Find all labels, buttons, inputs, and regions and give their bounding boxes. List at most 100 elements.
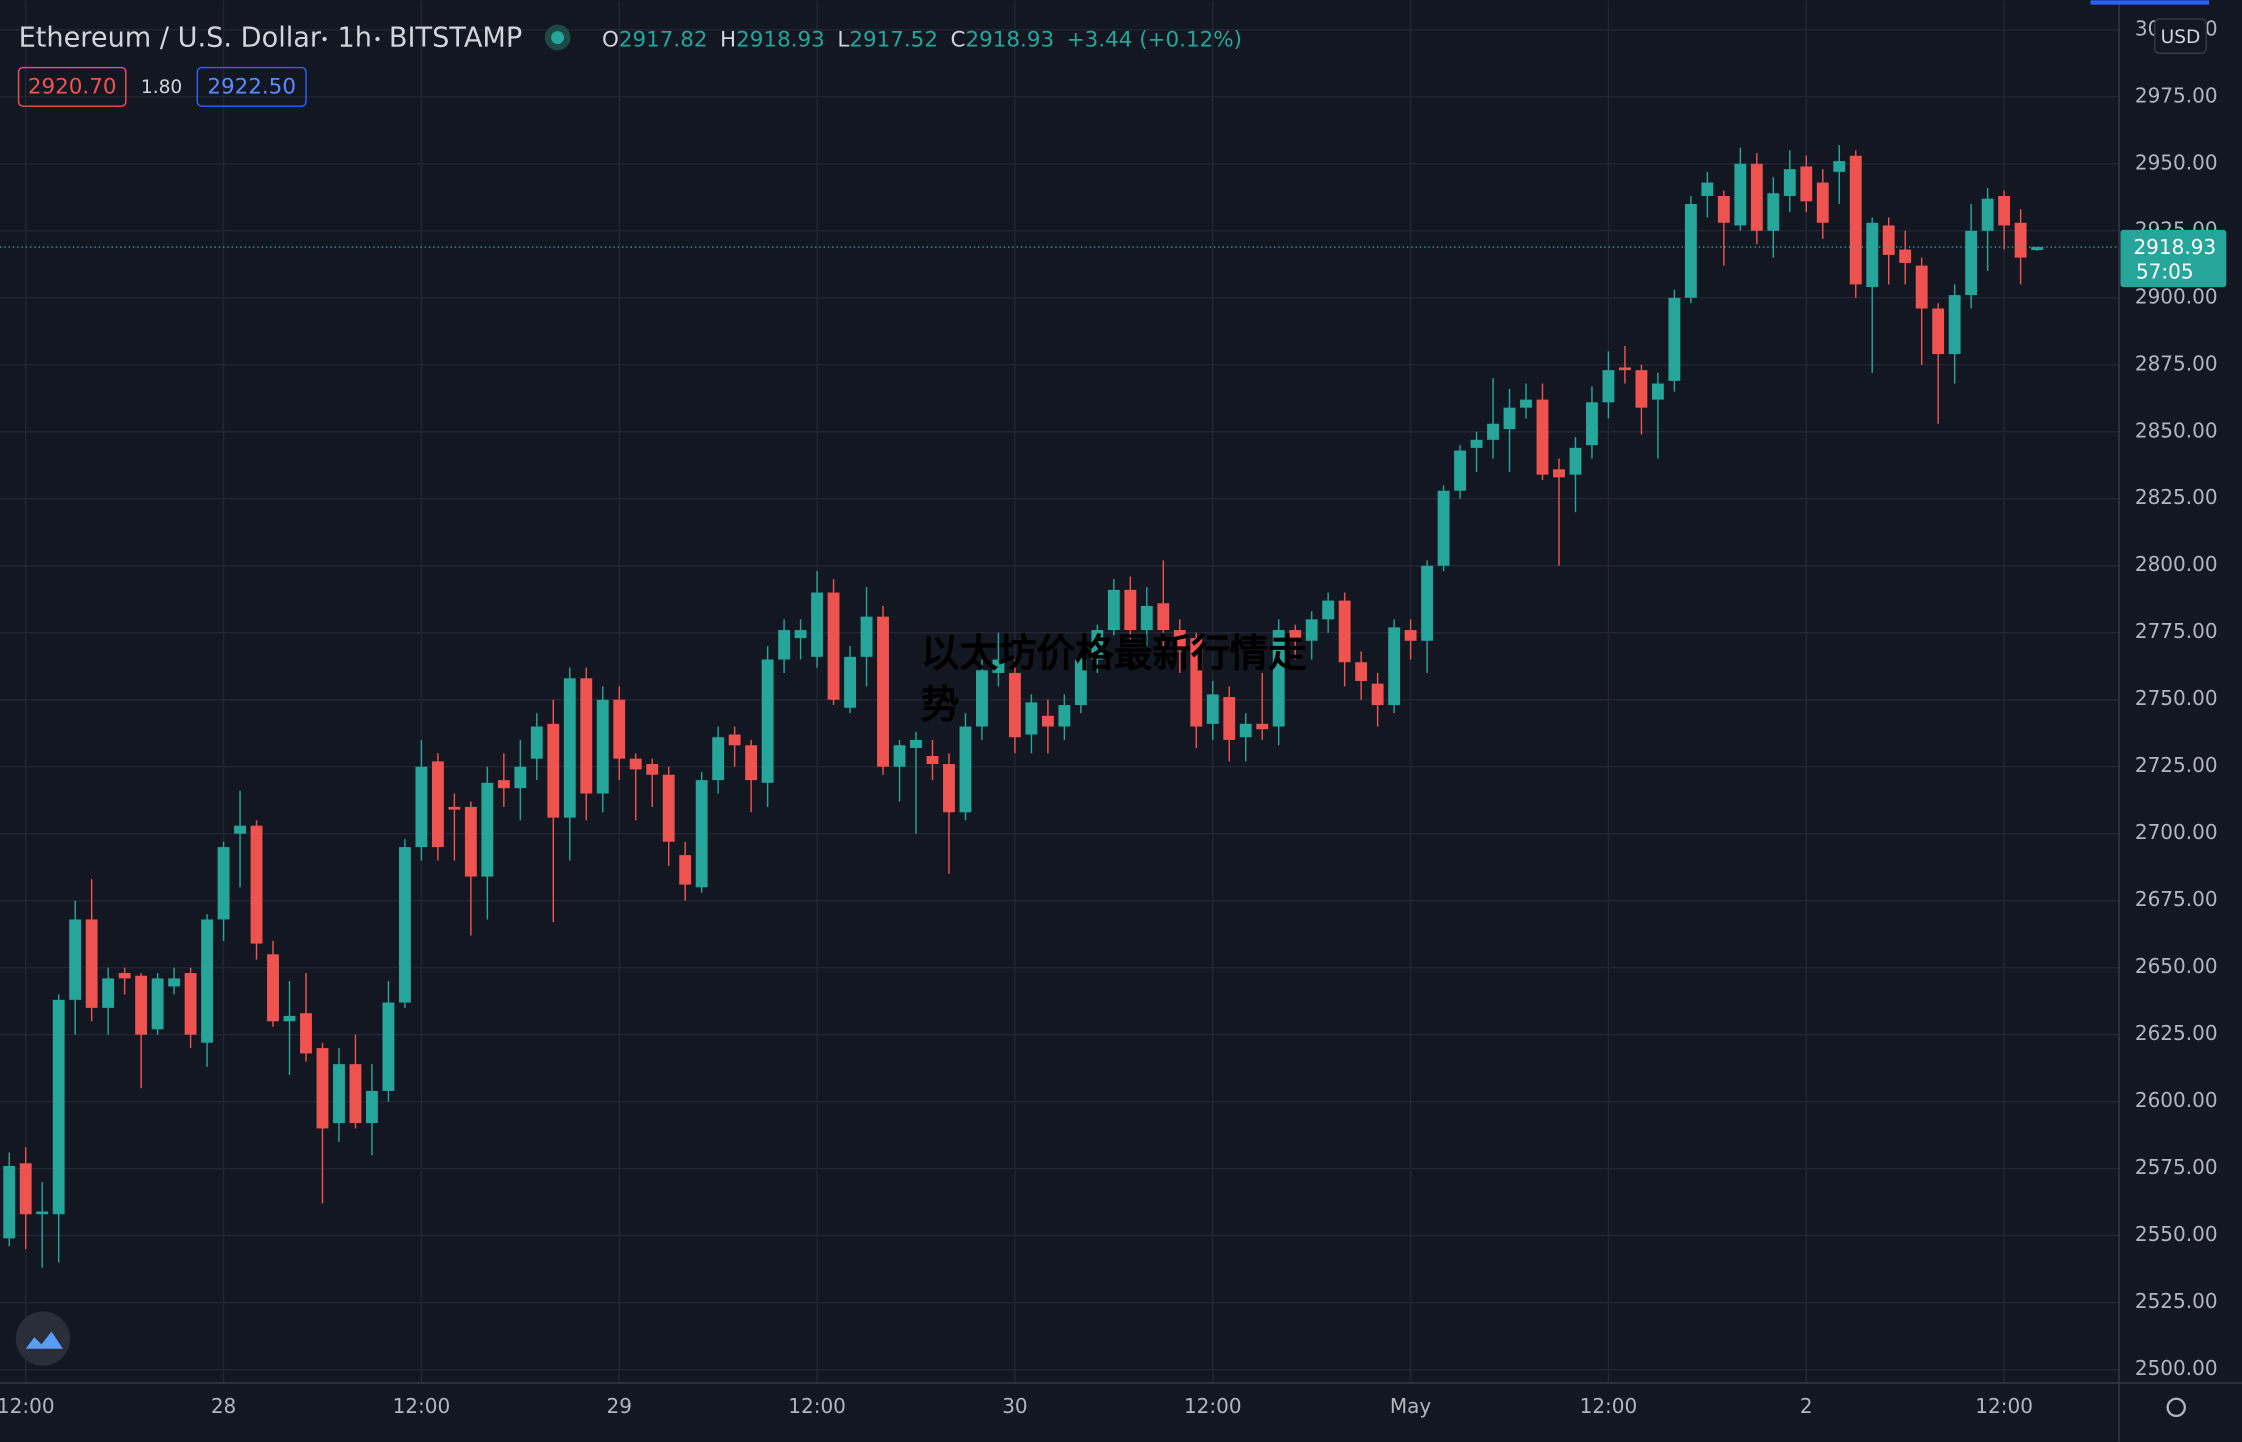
candle-body — [316, 1048, 329, 1129]
candle-body — [1091, 630, 1104, 660]
candle-body — [844, 656, 856, 708]
y-tick-label: 2550.00 — [2135, 1222, 2218, 1246]
x-tick-label: 12:00 — [1580, 1394, 1638, 1418]
candle-body — [778, 630, 791, 660]
candle-body — [1602, 370, 1615, 403]
candle-body — [1965, 230, 1978, 296]
separator — [322, 36, 327, 42]
sell-button[interactable] — [17, 66, 127, 107]
settings-icon[interactable] — [2166, 1397, 2186, 1418]
candle-body — [1223, 697, 1236, 740]
last-price-tag — [2120, 229, 2227, 288]
candle-body — [646, 764, 659, 775]
x-tick-label: 12:00 — [1184, 1394, 1242, 1418]
candle-body — [1437, 490, 1450, 566]
candles — [0, 145, 2120, 1268]
y-tick-label: 2500.00 — [2135, 1356, 2218, 1380]
ohlc-label: H — [720, 27, 736, 52]
candle-body — [662, 774, 675, 842]
candle-body — [1074, 659, 1087, 706]
y-tick-label: 2725.00 — [2135, 753, 2218, 777]
buy-button[interactable] — [196, 66, 307, 107]
candle-body — [1338, 600, 1351, 663]
candle-body — [168, 978, 181, 987]
y-tick-label: 2750.00 — [2135, 686, 2218, 710]
y-tick-label: 2625.00 — [2135, 1021, 2218, 1045]
candle-body — [1107, 589, 1120, 631]
x-tick-label: 12:00 — [788, 1394, 846, 1418]
candle-body — [1305, 619, 1318, 641]
ohlc-value: 2917.82 — [619, 27, 708, 52]
ohlc-value: 2918.93 — [965, 27, 1054, 52]
y-tick-label: 2700.00 — [2135, 820, 2218, 844]
candle-body — [250, 825, 263, 944]
candle-body — [679, 855, 692, 885]
logo[interactable] — [15, 1311, 71, 1366]
candle-body — [1536, 399, 1549, 475]
candle-body — [1586, 402, 1598, 446]
logo-icon — [25, 1331, 63, 1349]
candle-body — [1503, 407, 1516, 430]
candle-body — [1025, 702, 1038, 735]
y-tick-label: 2775.00 — [2135, 619, 2218, 643]
candle-body — [1981, 198, 1994, 231]
candle-body — [19, 1163, 32, 1215]
currency-button[interactable] — [2154, 18, 2207, 54]
candle-body — [1256, 723, 1269, 730]
candle-body — [3, 1165, 16, 1239]
candle-body — [1783, 169, 1796, 196]
candle-body — [745, 745, 758, 781]
candle-body — [1635, 370, 1648, 408]
buy-price: 2922.50 — [207, 75, 296, 100]
candle-body — [234, 825, 246, 834]
candle-body — [959, 726, 972, 813]
candle-body — [1915, 265, 1928, 309]
candle-body — [1124, 589, 1137, 631]
candle-body — [1355, 662, 1368, 681]
top-indicator — [2090, 0, 2210, 5]
candle-body — [1849, 155, 1862, 285]
candle-body — [36, 1211, 49, 1215]
candle-body — [1008, 672, 1021, 738]
y-tick-label: 2525.00 — [2135, 1289, 2218, 1313]
ohlc-value: 2917.52 — [849, 27, 938, 52]
candle-body — [69, 919, 82, 1000]
symbol[interactable]: Ethereum / U.S. Dollar — [19, 22, 322, 53]
candle-body — [1388, 627, 1401, 706]
candle-body — [151, 978, 164, 1030]
candle-body — [135, 975, 148, 1035]
candle-body — [1767, 193, 1780, 231]
candle-body — [547, 723, 560, 818]
candle-body — [712, 737, 725, 781]
candle-body — [910, 739, 922, 748]
candle-body — [1272, 630, 1285, 727]
ohlc-label: C — [951, 27, 966, 52]
candle-body — [728, 734, 741, 746]
y-tick-label: 2600.00 — [2135, 1088, 2218, 1112]
candle-body — [1239, 723, 1252, 738]
candle-body — [382, 1002, 395, 1091]
candle-body — [860, 616, 873, 657]
candle-body — [1816, 182, 1829, 223]
candle-body — [52, 999, 65, 1215]
interval[interactable]: 1h — [337, 22, 372, 53]
candle-body — [1206, 694, 1219, 724]
candle-body — [448, 806, 461, 810]
candle-body — [580, 678, 593, 794]
candle-body — [794, 630, 807, 639]
candle-body — [1173, 630, 1186, 652]
x-tick-label: 30 — [1002, 1394, 1027, 1418]
candle-body — [530, 726, 543, 759]
y-tick-label: 2800.00 — [2135, 552, 2218, 576]
candle-body — [481, 782, 494, 877]
candle-body — [1041, 715, 1054, 727]
candle-body — [300, 1013, 312, 1054]
candle-body — [431, 761, 444, 848]
ohlc: O2917.82 H2918.93 L2917.52 C2918.93 +3.4… — [602, 27, 1242, 52]
y-tick-label: 2900.00 — [2135, 284, 2218, 308]
exchange[interactable]: BITSTAMP — [389, 22, 522, 53]
candle-body — [1322, 600, 1335, 620]
countdown: 57:05 — [2136, 259, 2194, 283]
candle-body — [1684, 204, 1697, 298]
